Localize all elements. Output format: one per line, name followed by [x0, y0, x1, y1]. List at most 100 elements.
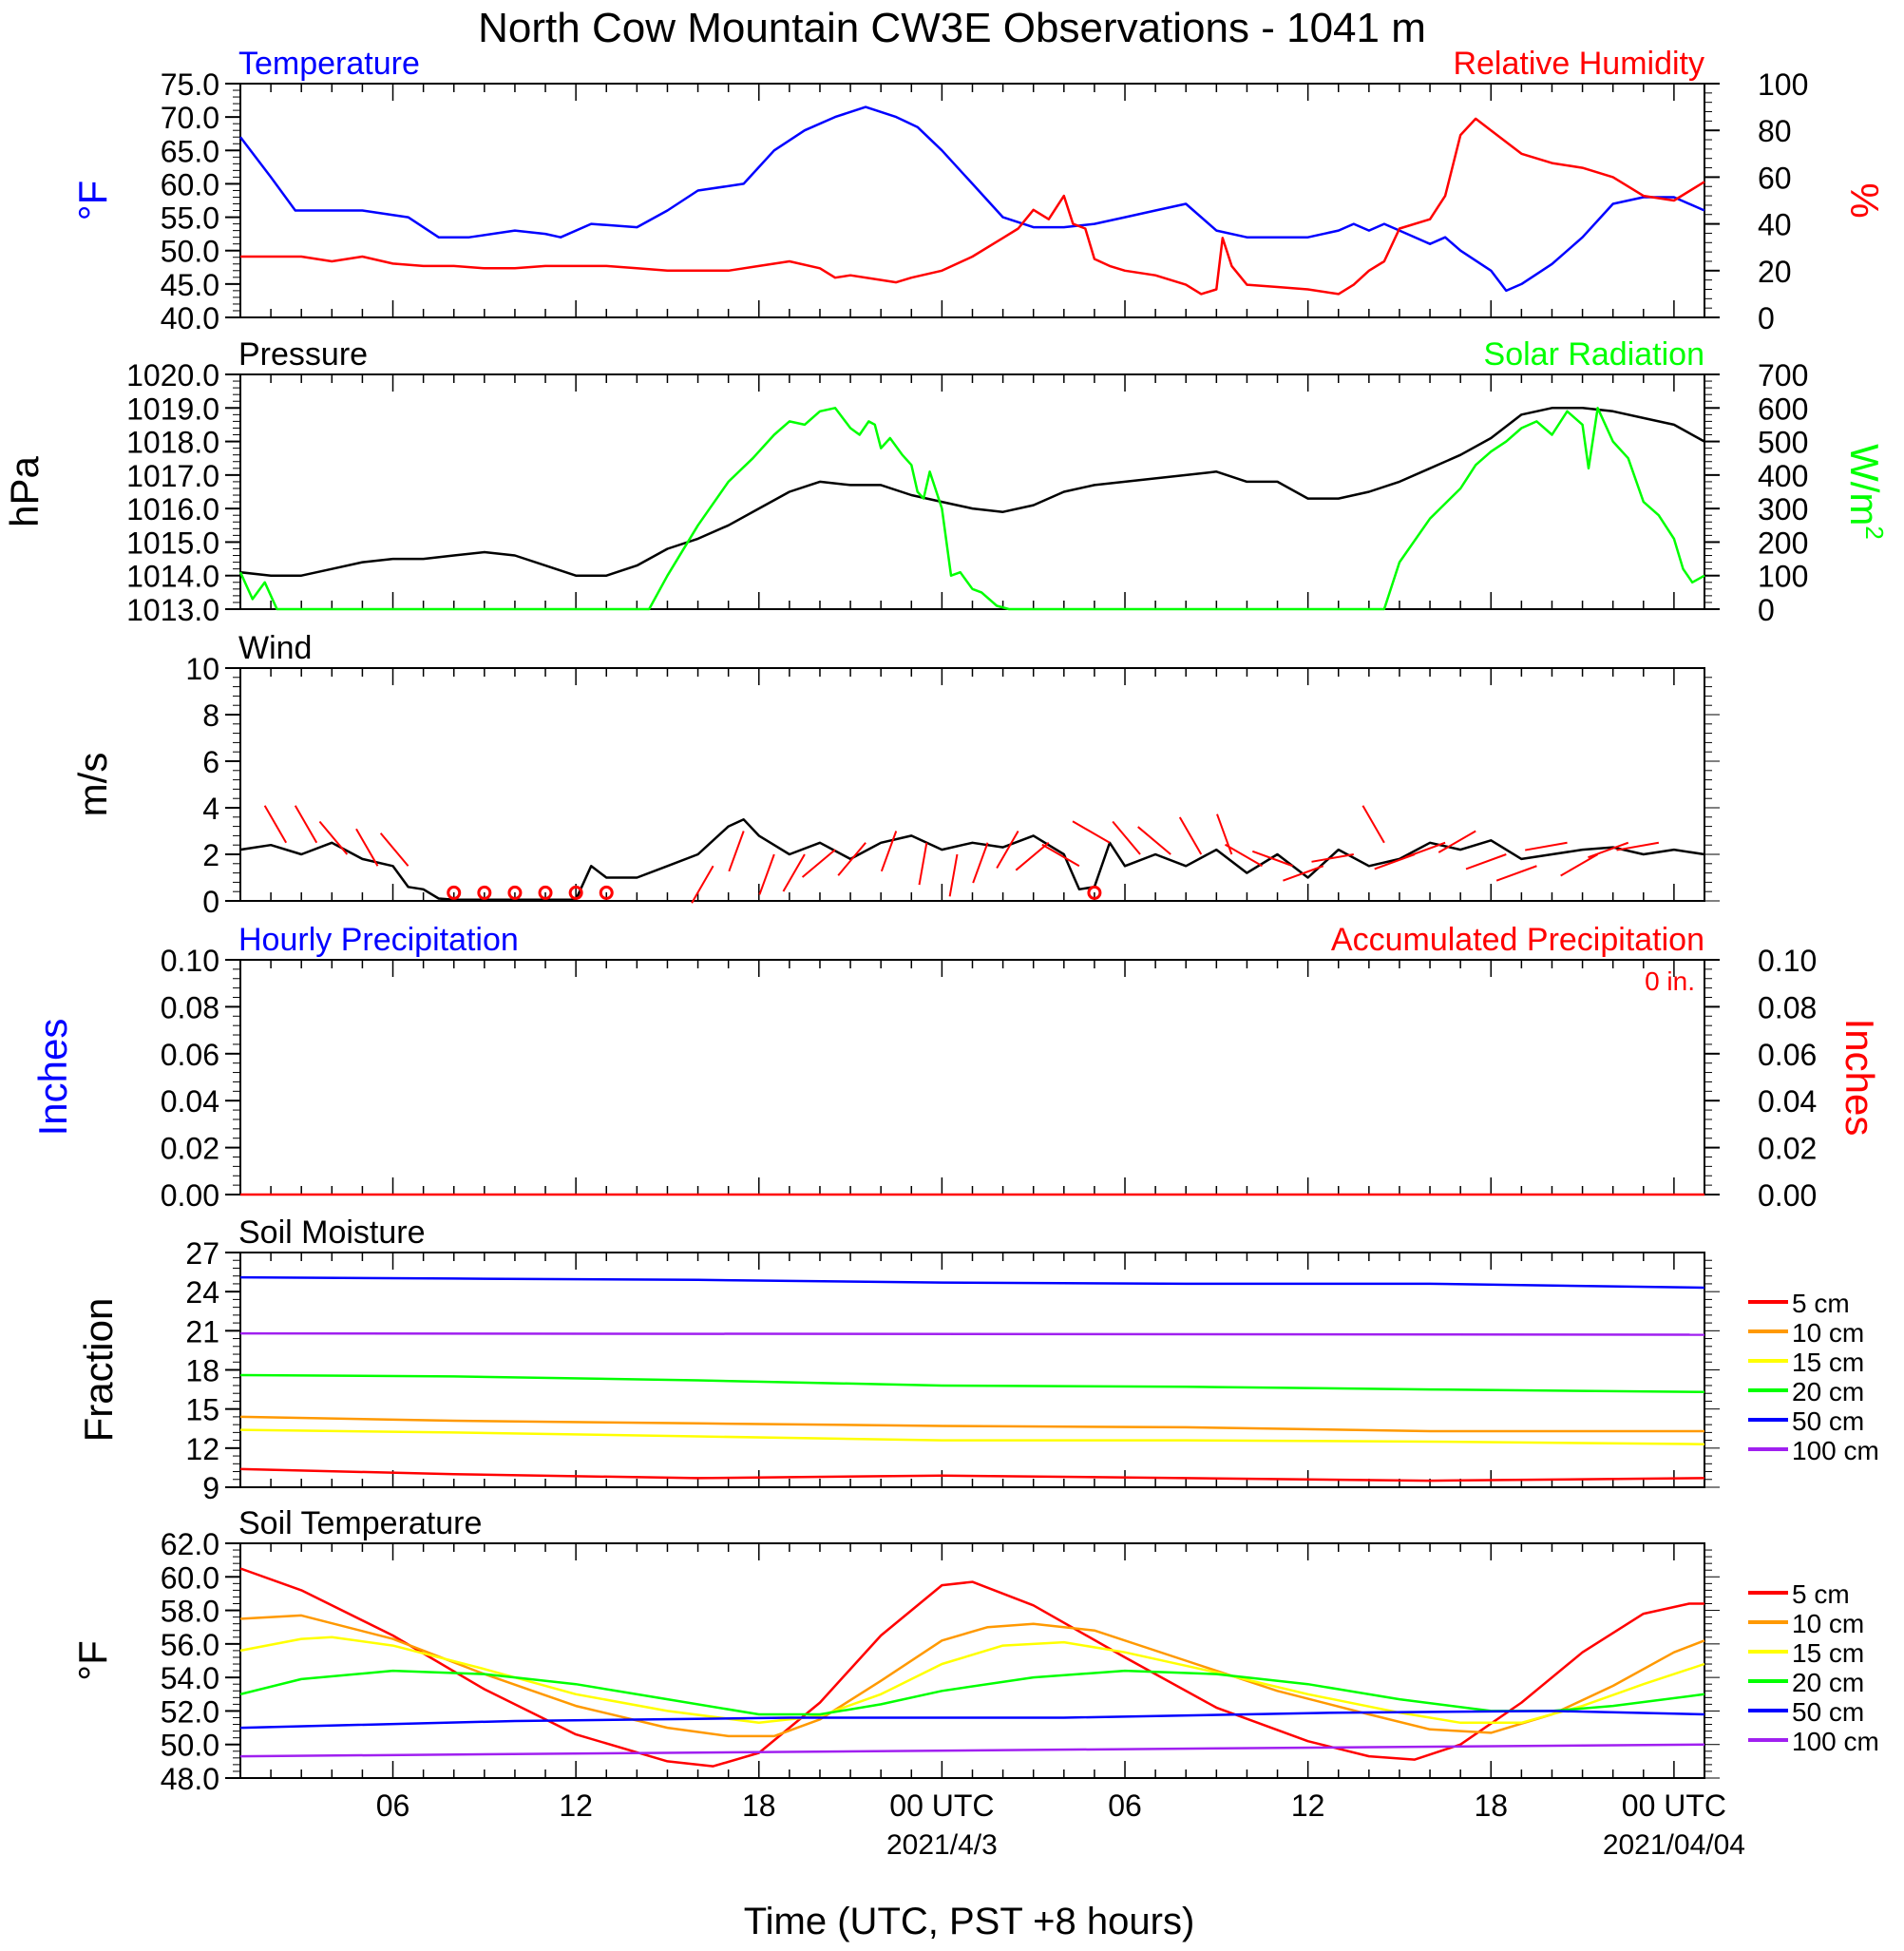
y-tick-label-right: 0.04: [1758, 1084, 1817, 1119]
y-tick-label-left: 60.0: [161, 1560, 219, 1595]
panel-title-left: Temperature: [238, 46, 420, 82]
y-tick-label-right: 40: [1758, 208, 1792, 242]
wind-barb: [1495, 865, 1537, 882]
panel-title-left: Wind: [238, 630, 312, 666]
wind-barb: [1283, 865, 1324, 882]
y-tick-label-left: 4: [202, 792, 219, 826]
y-tick-label-left: 54.0: [161, 1661, 219, 1695]
panel-title-right: Solar Radiation: [1484, 336, 1704, 373]
wind-barb: [1216, 813, 1233, 855]
x-tick-label: 00 UTC: [889, 1788, 994, 1823]
y-tick-label-right: 0: [1758, 301, 1775, 335]
y-tick-label-left: 27: [185, 1236, 219, 1271]
wind-barb: [837, 842, 866, 876]
legend-label: 50 cm: [1792, 1697, 1864, 1727]
y-tick-label-left: 24: [185, 1275, 219, 1310]
y-tick-label-left: 65.0: [161, 134, 219, 168]
y-tick-label-left: 48.0: [161, 1762, 219, 1796]
y-tick-label-left: 0.06: [161, 1038, 219, 1072]
wind-barb: [1041, 843, 1080, 868]
plot-frame: [239, 667, 1705, 902]
wind-barb: [948, 853, 959, 897]
wind-barb: [782, 853, 806, 892]
y-tick-label-right: 700: [1758, 358, 1808, 392]
wind-barb: [1251, 850, 1293, 868]
y-tick-label-left: 60.0: [161, 167, 219, 201]
legend-label: 100 cm: [1792, 1727, 1879, 1756]
series-line: [239, 1743, 1705, 1758]
x-tick-label: 06: [376, 1788, 410, 1823]
y-tick-label-left: 1020.0: [126, 358, 219, 392]
y-tick-label-right: 20: [1758, 255, 1792, 289]
wind-barb: [1438, 830, 1476, 853]
y-tick-label-left: 56.0: [161, 1628, 219, 1662]
series-line: [239, 1415, 1704, 1433]
y-tick-label-left: 12: [185, 1432, 219, 1466]
wind-barb: [972, 842, 989, 884]
wind-barb: [379, 832, 409, 867]
y-axis-label-left: hPa: [2, 455, 47, 526]
plot-frame: [239, 959, 1705, 1195]
plot-frame: [239, 373, 1705, 610]
y-axis-label-left: Fraction: [76, 1298, 121, 1443]
series-line: [239, 1669, 1705, 1716]
plot-frame: [239, 83, 1705, 318]
wind-barb: [263, 805, 288, 844]
panel-title-right: Accumulated Precipitation: [1331, 922, 1704, 958]
wind-barb: [880, 831, 898, 872]
y-tick-label-left: 1018.0: [126, 426, 219, 460]
y-tick-label-right: 300: [1758, 492, 1808, 526]
legend-label: 15 cm: [1792, 1348, 1864, 1377]
legend-label: 20 cm: [1792, 1377, 1864, 1406]
pressure-solar-panel: 1013.01014.01015.01016.01017.01018.01019…: [2, 336, 1889, 627]
series-line: [240, 117, 1705, 296]
panels: 40.045.050.055.060.065.070.075.002040608…: [2, 46, 1889, 1861]
accumulation-annotation: 0 in.: [1645, 966, 1695, 996]
y-tick-label-left: 58.0: [161, 1595, 219, 1629]
y-tick-label-right: 60: [1758, 161, 1792, 195]
wind-barb: [1404, 841, 1446, 859]
y-tick-label-left: 1019.0: [126, 392, 219, 426]
wind-barb: [728, 831, 745, 872]
wind-barb: [355, 828, 379, 867]
legend-label: 5 cm: [1792, 1579, 1850, 1609]
plot-frame: [239, 1252, 1705, 1488]
y-tick-label-left: 0.10: [161, 944, 219, 978]
y-tick-label-left: 9: [202, 1471, 219, 1505]
y-tick-label-left: 1015.0: [126, 526, 219, 560]
y-tick-label-left: 55.0: [161, 201, 219, 236]
y-tick-label-left: 1016.0: [126, 492, 219, 526]
x-tick-date-label: 2021/4/3: [886, 1829, 998, 1861]
y-tick-label-right: 0.06: [1758, 1038, 1817, 1072]
wind-barb: [1560, 853, 1599, 877]
y-tick-label-left: 8: [202, 698, 219, 733]
panel-title-right: Relative Humidity: [1453, 46, 1704, 82]
y-tick-label-right: 0.02: [1758, 1132, 1817, 1166]
wind-barb: [758, 853, 775, 895]
y-tick-label-left: 50.0: [161, 235, 219, 269]
y-tick-label-left: 52.0: [161, 1694, 219, 1729]
y-tick-label-left: 0: [202, 885, 219, 919]
chart-title: North Cow Mountain CW3E Observations - 1…: [478, 5, 1426, 51]
legend-label: 50 cm: [1792, 1406, 1864, 1436]
legend-label: 10 cm: [1792, 1609, 1864, 1638]
temperature-rh-panel: 40.045.050.055.060.065.070.075.0 0 20 40 60 8…: [70, 46, 1887, 335]
y-tick-label-right: 400: [1758, 459, 1808, 493]
series-line: [239, 1275, 1705, 1290]
y-tick-label-left: 15: [185, 1393, 219, 1427]
wind-barb: [1015, 841, 1050, 871]
wind-barb: [996, 830, 1019, 869]
wind-barb: [1137, 826, 1171, 855]
calm-wind-marker: [538, 885, 553, 900]
y-tick-label-right: 100: [1758, 67, 1808, 102]
wind-barb: [691, 865, 714, 904]
y-tick-label-left: 10: [185, 652, 219, 686]
series-line: [239, 1567, 1704, 1768]
y-axis-label-right: %: [1842, 182, 1887, 218]
legend-label: 20 cm: [1792, 1668, 1864, 1697]
wind-barb: [318, 820, 349, 855]
y-axis-label-right: W/m2: [1842, 444, 1889, 540]
y-tick-label-left: 75.0: [161, 67, 219, 102]
legend-label: 10 cm: [1792, 1318, 1864, 1348]
